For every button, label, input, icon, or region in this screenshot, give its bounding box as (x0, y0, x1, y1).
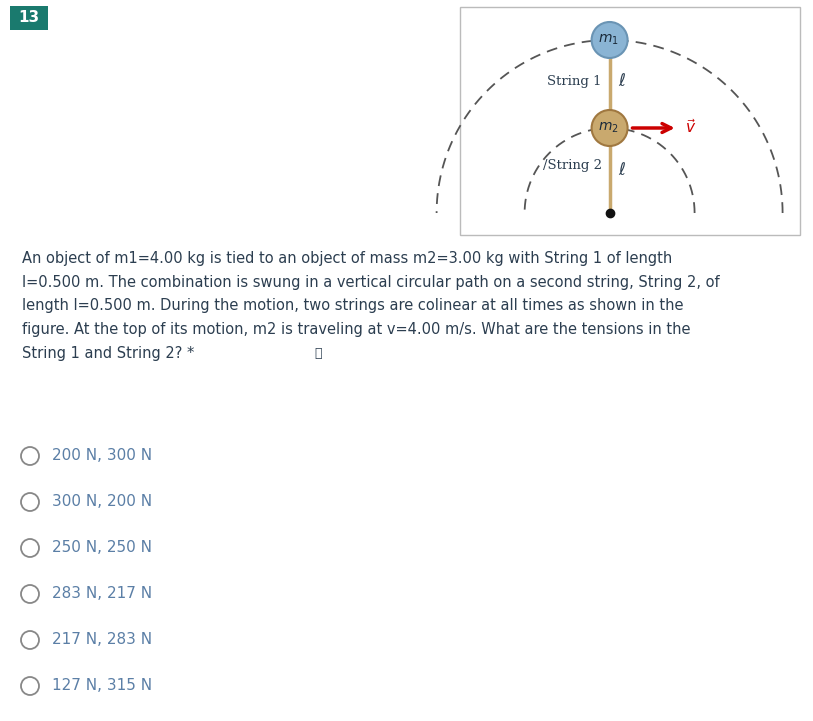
FancyBboxPatch shape (10, 6, 48, 30)
Text: 217 N, 283 N: 217 N, 283 N (52, 632, 152, 647)
Circle shape (592, 22, 628, 58)
Text: 13: 13 (19, 11, 40, 25)
Text: $\ell$: $\ell$ (618, 74, 626, 91)
Text: 📷: 📷 (314, 348, 321, 360)
Text: figure. At the top of its motion, m2 is traveling at v=4.00 m/s. What are the te: figure. At the top of its motion, m2 is … (22, 322, 690, 337)
Text: 283 N, 217 N: 283 N, 217 N (52, 586, 152, 601)
Text: l=0.500 m. The combination is swung in a vertical circular path on a second stri: l=0.500 m. The combination is swung in a… (22, 275, 720, 290)
FancyBboxPatch shape (460, 7, 800, 235)
Text: $\vec{v}$: $\vec{v}$ (685, 118, 696, 136)
Text: 250 N, 250 N: 250 N, 250 N (52, 541, 152, 555)
Text: $\ell$: $\ell$ (618, 162, 626, 179)
Text: $m_1$: $m_1$ (598, 32, 619, 47)
Circle shape (592, 110, 628, 146)
Text: 200 N, 300 N: 200 N, 300 N (52, 448, 152, 464)
Text: 127 N, 315 N: 127 N, 315 N (52, 678, 152, 694)
Text: String 1 and String 2? *: String 1 and String 2? * (22, 347, 199, 361)
Text: An object of m1=4.00 kg is tied to an object of mass m2=3.00 kg with String 1 of: An object of m1=4.00 kg is tied to an ob… (22, 250, 672, 265)
Text: /String 2: /String 2 (542, 159, 602, 172)
Text: String 1: String 1 (547, 76, 602, 89)
Text: $m_2$: $m_2$ (598, 121, 619, 136)
Text: length l=0.500 m. During the motion, two strings are colinear at all times as sh: length l=0.500 m. During the motion, two… (22, 298, 684, 314)
Text: 300 N, 200 N: 300 N, 200 N (52, 495, 152, 510)
